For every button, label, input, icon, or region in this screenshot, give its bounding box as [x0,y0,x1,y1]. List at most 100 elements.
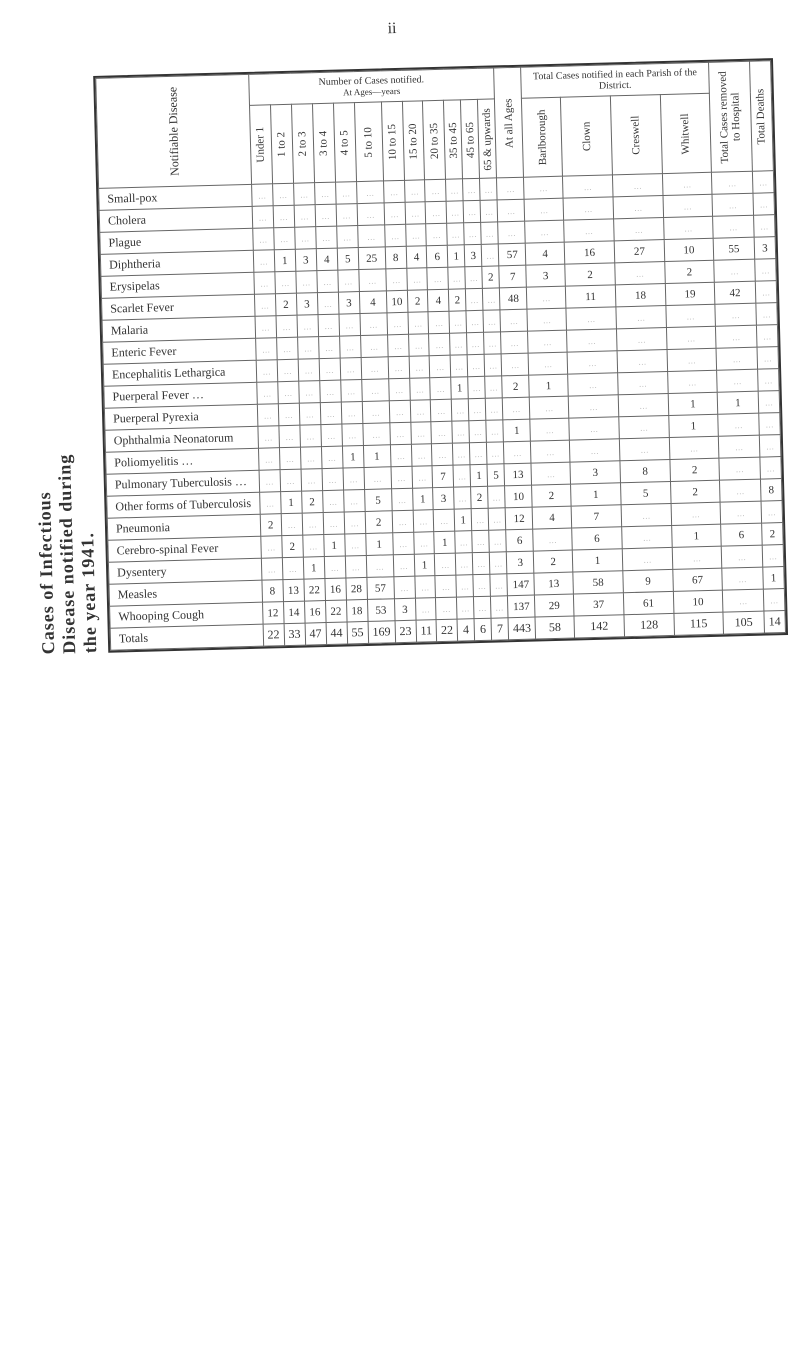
cell: … [528,352,567,375]
cell: … [388,356,410,379]
cell: … [490,552,508,574]
cell: 1 [451,377,469,399]
cell: … [431,421,453,444]
cell: … [321,446,343,469]
cell: … [617,350,667,373]
totals-cell: 115 [674,612,724,635]
cell: … [254,272,276,295]
cell: … [483,310,501,332]
cell: … [338,270,360,293]
cell: … [718,413,760,436]
cell: … [276,337,298,360]
cell: 2 [565,263,615,286]
cell: … [340,380,362,403]
cell: 1 [414,554,435,577]
cell: 4 [406,246,427,269]
cell: … [428,311,450,334]
cell: … [415,576,436,599]
cell: 3 [507,551,535,574]
cell: … [615,262,665,285]
cell: … [357,225,385,248]
cell: … [501,353,529,376]
cell: 2 [301,491,323,514]
cell: … [663,216,713,239]
cell: … [530,418,569,441]
cell: 2 [670,480,720,503]
cell: … [446,201,464,223]
cell: … [300,425,322,448]
cell: … [255,338,277,361]
cell: … [568,373,618,396]
cell: … [391,466,413,489]
cell: … [756,325,778,348]
cell: … [453,465,471,487]
cell: … [257,404,279,427]
age-col-header: 65 & upwards [478,99,497,178]
cell: 42 [714,281,756,304]
cell: … [563,197,613,220]
cell: … [384,224,406,247]
cell: … [339,336,361,359]
cell: … [411,422,432,445]
cell: 1 [529,374,568,397]
age-col-header: Under 1 [249,105,272,185]
cell: 18 [346,599,368,622]
cell: … [343,489,365,512]
cell: … [405,224,426,247]
cell: … [259,492,281,515]
cell: … [464,222,482,244]
cell: 1 [303,557,325,580]
cell: … [498,221,526,244]
cell: … [467,332,485,354]
cell: 10 [664,238,714,261]
cell: 2 [532,484,571,507]
cell: … [483,288,501,310]
cell: … [252,206,274,229]
cell: … [525,220,564,243]
cell: … [255,316,277,339]
cell: 1 [323,534,345,557]
cell: … [294,205,316,228]
cell: … [413,532,434,555]
totals-cell: 58 [535,616,574,639]
cell: … [488,486,506,508]
cell: 67 [673,568,723,591]
cell: … [666,304,716,327]
totals-cell: 47 [305,623,327,646]
age-col-header: 45 to 65 [461,99,480,178]
cell: 22 [325,600,347,623]
cell: 2 [281,535,303,558]
totals-cell: 6 [474,618,492,640]
cell: … [356,181,384,204]
totals-cell: 14 [764,611,786,634]
cell: … [449,311,467,333]
cell: 8 [760,479,782,502]
age-col-header: 35 to 45 [444,100,463,179]
cell: … [391,488,413,511]
cell: … [409,356,430,379]
deaths-header: Total Deaths [750,61,774,172]
cell: … [524,198,563,221]
cell: … [502,397,530,420]
cell: 27 [614,240,664,263]
cell: … [472,530,490,552]
cell: … [293,183,315,206]
totals-cell: 23 [395,620,417,643]
cell: … [336,226,358,249]
cell: … [436,597,458,620]
cell: … [408,334,429,357]
cell: 57 [367,577,395,600]
cell: … [474,596,492,618]
totals-label: Totals [110,624,263,650]
cell: … [448,267,466,289]
cell: 4 [525,242,564,265]
cell: … [759,413,781,436]
cell: … [569,439,619,462]
cell: 3 [295,249,317,272]
cell: … [481,222,499,244]
cell: 2 [762,523,784,546]
cell: … [621,503,671,526]
cell: … [754,215,776,238]
cell: … [433,509,455,532]
cell: … [357,203,385,226]
